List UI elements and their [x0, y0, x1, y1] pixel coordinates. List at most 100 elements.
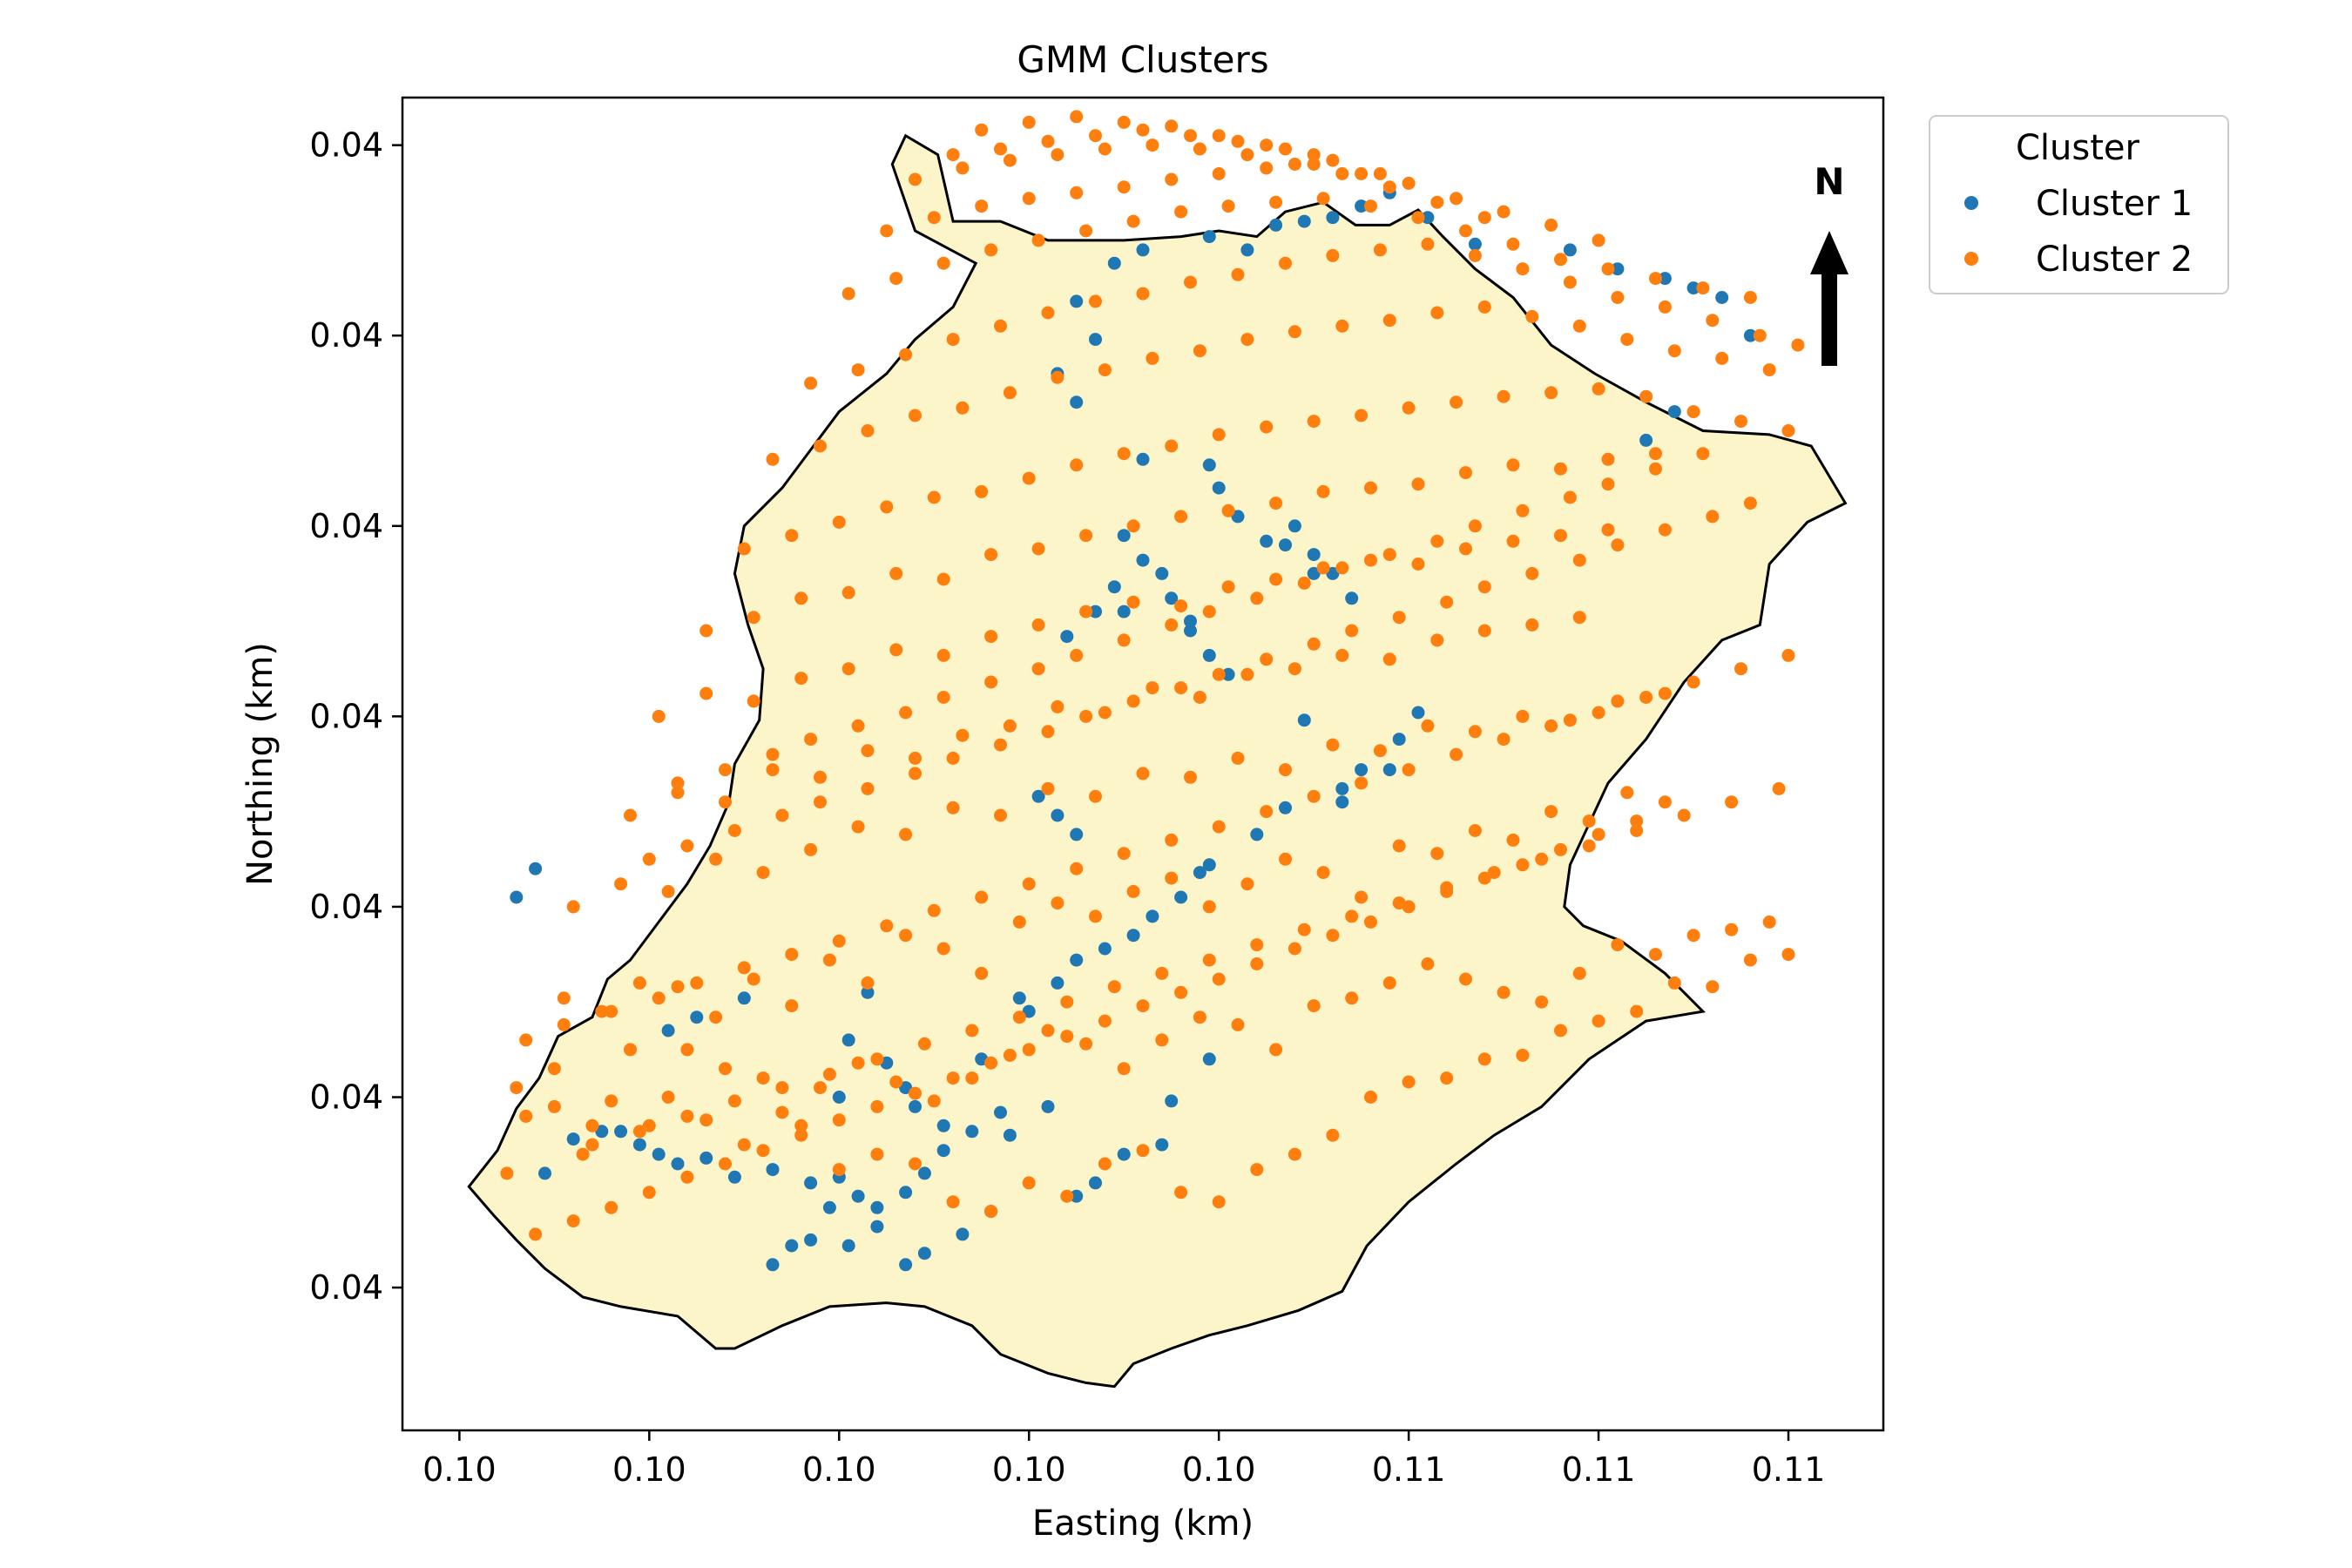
point-cluster-2 [1070, 648, 1084, 662]
point-cluster-2 [1468, 519, 1482, 533]
point-cluster-2 [1070, 186, 1084, 199]
point-cluster-2 [1411, 558, 1425, 571]
y-tick-label: 0.04 [309, 316, 383, 355]
point-cluster-1 [899, 1081, 913, 1095]
point-cluster-2 [1316, 866, 1330, 880]
x-tick-label: 0.10 [422, 1450, 497, 1489]
point-cluster-2 [1326, 738, 1340, 752]
point-cluster-2 [1174, 599, 1188, 613]
point-cluster-2 [1611, 291, 1625, 304]
point-cluster-2 [1421, 719, 1435, 733]
point-cluster-2 [1421, 237, 1435, 251]
point-cluster-2 [585, 1119, 599, 1132]
point-cluster-2 [1382, 314, 1396, 328]
point-cluster-2 [1307, 999, 1321, 1013]
point-cluster-2 [652, 991, 666, 1005]
point-cluster-2 [1649, 948, 1662, 962]
point-cluster-2 [1743, 497, 1757, 510]
point-cluster-1 [917, 1247, 931, 1260]
point-cluster-2 [1041, 781, 1055, 795]
legend-box [1929, 115, 2229, 294]
point-cluster-1 [861, 985, 875, 999]
point-cluster-2 [965, 1024, 979, 1037]
x-tick-label: 0.10 [1182, 1450, 1256, 1489]
point-cluster-2 [1098, 142, 1112, 156]
point-cluster-1 [899, 1186, 913, 1200]
point-cluster-2 [899, 706, 913, 720]
point-cluster-2 [566, 900, 580, 914]
point-cluster-2 [1487, 866, 1501, 880]
point-cluster-2 [1450, 192, 1463, 206]
point-cluster-1 [1326, 566, 1340, 580]
point-cluster-2 [1193, 344, 1206, 358]
point-cluster-1 [1743, 328, 1757, 342]
point-cluster-2 [1373, 744, 1387, 758]
point-cluster-1 [1279, 538, 1292, 552]
point-cluster-2 [1544, 218, 1558, 232]
point-cluster-2 [1497, 985, 1511, 999]
point-cluster-2 [1335, 648, 1349, 662]
point-cluster-2 [1554, 253, 1567, 267]
point-cluster-1 [1022, 1004, 1036, 1018]
point-cluster-2 [994, 738, 1007, 752]
point-cluster-1 [1382, 763, 1396, 777]
point-cluster-2 [1772, 781, 1786, 795]
point-cluster-2 [1459, 972, 1472, 986]
point-cluster-1 [1392, 733, 1406, 747]
point-cluster-2 [794, 1128, 808, 1142]
point-cluster-2 [1430, 633, 1444, 647]
point-cluster-1 [1202, 1052, 1216, 1066]
point-cluster-1 [700, 1151, 713, 1165]
point-cluster-2 [1554, 1024, 1567, 1037]
point-cluster-2 [529, 1227, 543, 1241]
point-cluster-2 [1781, 648, 1795, 662]
point-cluster-1 [1136, 243, 1150, 257]
point-cluster-2 [766, 747, 780, 761]
point-cluster-2 [632, 1125, 646, 1139]
point-cluster-2 [946, 148, 960, 162]
point-cluster-2 [595, 1004, 609, 1018]
point-cluster-1 [1202, 458, 1216, 472]
point-cluster-2 [1260, 161, 1274, 175]
point-cluster-2 [956, 161, 970, 175]
point-cluster-2 [946, 801, 960, 814]
point-cluster-2 [1611, 538, 1625, 552]
point-cluster-1 [804, 1176, 818, 1190]
point-cluster-1 [1060, 630, 1074, 644]
point-cluster-2 [1184, 770, 1197, 784]
point-cluster-1 [936, 1119, 950, 1132]
point-cluster-2 [1126, 214, 1140, 228]
point-cluster-2 [519, 1109, 533, 1123]
point-cluster-2 [1696, 281, 1710, 295]
point-cluster-1 [1260, 534, 1274, 548]
point-cluster-2 [1117, 633, 1131, 647]
point-cluster-2 [1364, 915, 1377, 929]
point-cluster-2 [1601, 477, 1615, 491]
point-cluster-2 [851, 1056, 865, 1070]
point-cluster-2 [1592, 706, 1605, 720]
point-cluster-2 [1611, 694, 1625, 708]
point-cluster-2 [671, 776, 685, 790]
point-cluster-1 [1715, 291, 1729, 304]
point-cluster-1 [1221, 667, 1235, 681]
point-cluster-2 [1174, 1186, 1188, 1200]
point-cluster-2 [737, 1138, 751, 1152]
catchment-boundary [467, 133, 1848, 1389]
point-cluster-1 [529, 862, 543, 875]
point-cluster-2 [1506, 458, 1520, 472]
point-cluster-2 [1440, 595, 1454, 609]
point-cluster-2 [1212, 820, 1226, 834]
point-cluster-2 [1364, 481, 1377, 495]
point-cluster-1 [661, 1024, 675, 1037]
point-cluster-2 [1630, 1004, 1644, 1018]
point-cluster-2 [1117, 447, 1131, 461]
point-cluster-1 [1468, 237, 1482, 251]
point-cluster-2 [1544, 719, 1558, 733]
point-cluster-2 [909, 1157, 922, 1171]
point-cluster-2 [1117, 847, 1131, 861]
point-cluster-2 [1506, 534, 1520, 548]
point-cluster-2 [1335, 166, 1349, 180]
point-cluster-2 [1382, 548, 1396, 562]
legend-label-cluster-2: Cluster 2 [2036, 240, 2193, 280]
point-cluster-2 [1221, 504, 1235, 517]
